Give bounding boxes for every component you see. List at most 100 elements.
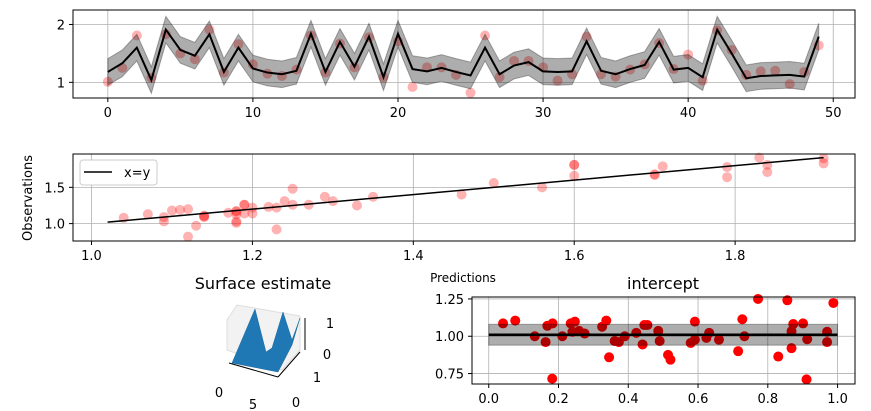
scatter-point xyxy=(818,158,829,169)
scatter-point xyxy=(488,178,499,188)
scatter-point xyxy=(498,318,509,329)
scatter-point xyxy=(733,346,744,357)
observation-point xyxy=(697,75,708,86)
x-tick-label: 0.6 xyxy=(688,392,709,407)
scatter-point xyxy=(547,373,558,384)
confidence-band xyxy=(107,15,820,95)
scatter-point xyxy=(239,199,250,210)
scatter-point xyxy=(788,319,799,330)
observation-point xyxy=(204,24,215,35)
scatter-point xyxy=(537,182,548,193)
scatter-point xyxy=(801,374,812,385)
scatter-point xyxy=(822,337,833,348)
scatter-point xyxy=(231,216,242,227)
surface-tick: 1 xyxy=(313,371,321,386)
surface-tick: 1 xyxy=(326,317,334,332)
scatter-point xyxy=(689,334,700,345)
scatter-point xyxy=(649,169,660,180)
observation-point xyxy=(465,87,476,98)
intercept-axes: intercept 0.0 0.2 0.4 0.6 0.8 1.0 0.75 1.00 1.25 xyxy=(435,274,856,407)
observation-point xyxy=(131,30,142,41)
observation-point xyxy=(552,75,563,86)
surface-tick: 0 xyxy=(292,396,300,411)
scatter-point xyxy=(665,354,676,365)
scatter-point xyxy=(601,315,612,326)
scatter-point xyxy=(510,315,521,326)
observation-point xyxy=(755,66,766,77)
surface-x-axis xyxy=(228,362,279,378)
scatter-point xyxy=(271,224,282,235)
y-axis-label: Observations xyxy=(21,155,36,241)
x-tick-label: 1.4 xyxy=(403,249,424,264)
x-tick-label: 0.2 xyxy=(548,392,569,407)
scatter-point xyxy=(773,351,784,362)
scatter-point xyxy=(654,336,665,347)
y-tick-label: 1.0 xyxy=(44,218,65,233)
scatter-point xyxy=(642,320,653,331)
legend-box xyxy=(79,159,158,186)
surface-title: Surface estimate xyxy=(195,274,331,293)
scatter-point xyxy=(175,204,186,215)
scatter-point xyxy=(569,159,580,170)
scatter-point xyxy=(689,316,700,327)
scatter-point xyxy=(247,208,258,219)
observation-point xyxy=(102,76,113,87)
scatter-point xyxy=(191,220,202,231)
observation-point xyxy=(494,72,505,83)
middle-axes: 1.0 1.2 1.4 1.6 1.8 1.0 1.5 x=y Observations Pred… xyxy=(21,152,856,285)
surface-y-axis xyxy=(277,351,301,378)
observation-point xyxy=(189,54,200,65)
x-tick-label: 1.0 xyxy=(827,392,848,407)
x-tick-label: 0.4 xyxy=(618,392,639,407)
observation-point xyxy=(247,59,258,70)
x-tick-label: 1.6 xyxy=(564,249,585,264)
scatter-point xyxy=(637,339,648,350)
x-tick-label: 20 xyxy=(390,106,407,121)
scatter-point xyxy=(247,202,258,213)
observation-point xyxy=(509,55,520,66)
scatter-point xyxy=(239,199,250,210)
observation-point xyxy=(480,30,491,41)
scatter-point xyxy=(657,161,668,172)
legend-label: x=y xyxy=(124,166,151,181)
prediction-line xyxy=(107,27,820,83)
scatter-point xyxy=(183,204,194,215)
scatter-point xyxy=(199,212,210,223)
observation-point xyxy=(770,65,781,76)
scatter-point xyxy=(782,295,793,306)
x-tick-label: 0.8 xyxy=(757,392,778,407)
surface-axes: Surface estimate 1 0 1 0 0 5 xyxy=(195,274,334,411)
x-tick-label: 0 xyxy=(104,106,112,121)
scatter-point xyxy=(569,316,580,327)
axes-frame xyxy=(72,153,856,242)
x-tick-label: 1.8 xyxy=(725,249,746,264)
scatter-point xyxy=(569,159,580,170)
observation-point xyxy=(784,79,795,90)
scatter-point xyxy=(753,293,764,304)
scatter-point xyxy=(231,209,242,220)
scatter-point xyxy=(368,191,379,202)
x-tick-label: 50 xyxy=(825,106,842,121)
x-tick-label: 1.2 xyxy=(242,249,263,264)
scatter-point xyxy=(786,343,797,354)
observation-point xyxy=(683,49,694,60)
axes-frame xyxy=(471,296,856,385)
scatter-point xyxy=(754,152,765,163)
scatter-point xyxy=(287,183,298,194)
surface-tick: 0 xyxy=(323,348,331,363)
scatter-point xyxy=(828,297,839,308)
intercept-title: intercept xyxy=(627,274,699,293)
y-tick-label: 1.5 xyxy=(44,181,65,196)
scatter-point xyxy=(547,318,558,329)
scatter-point xyxy=(737,314,748,325)
scatter-point xyxy=(653,325,664,336)
x-tick-label: 40 xyxy=(680,106,697,121)
legend: x=y xyxy=(79,159,158,186)
scatter-point xyxy=(183,231,194,242)
surface-tick: 5 xyxy=(249,398,257,411)
observation-point xyxy=(233,39,244,50)
scatter-point xyxy=(456,189,467,200)
scatter-point xyxy=(802,334,813,345)
scatter-point xyxy=(223,207,234,218)
scatter-point xyxy=(166,205,177,216)
